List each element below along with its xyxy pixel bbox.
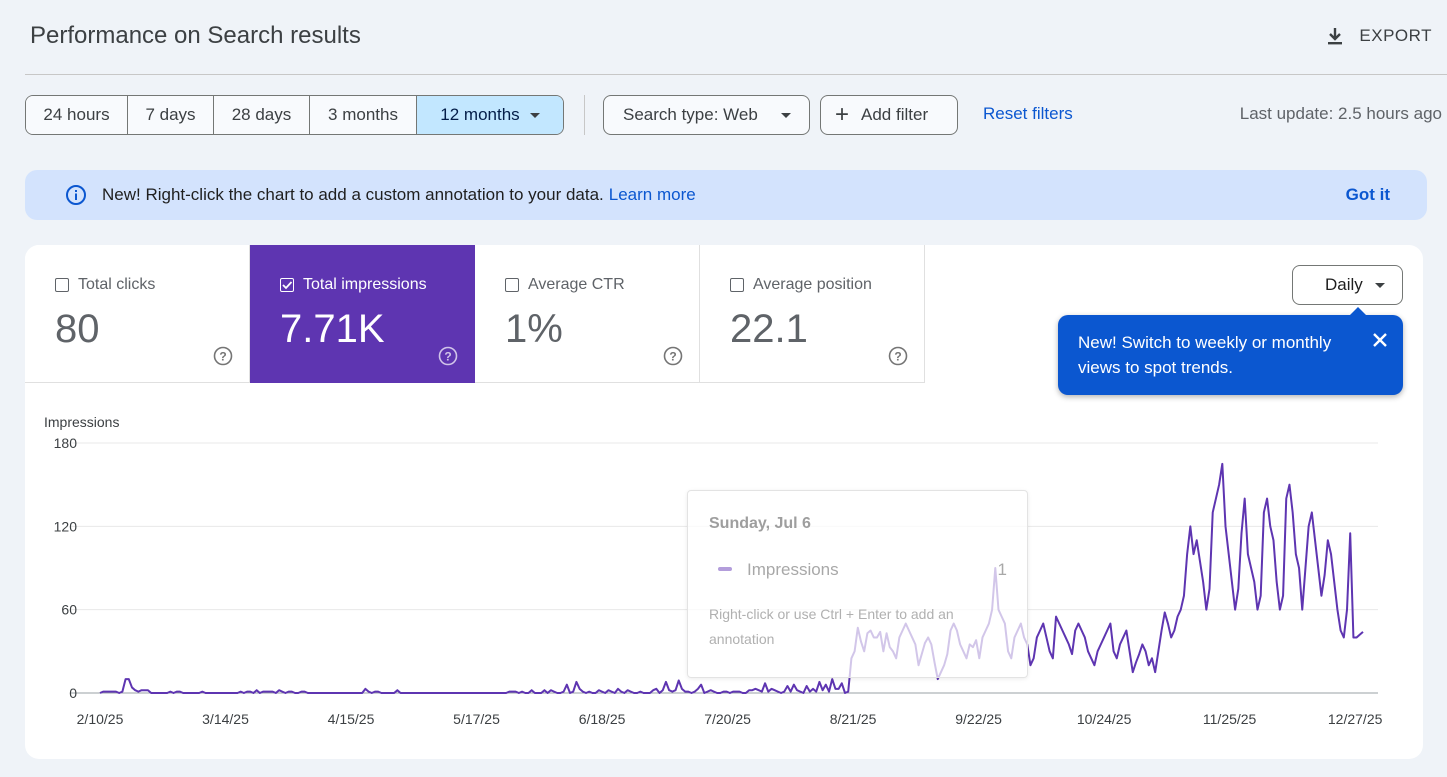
date-range-selector: 24 hours 7 days 28 days 3 months 12 mont… [25, 95, 564, 135]
search-type-label: Search type: Web [623, 105, 758, 124]
range-24-hours[interactable]: 24 hours [26, 96, 128, 134]
page-header: Performance on Search results EXPORT [30, 22, 1432, 52]
metric-total-clicks[interactable]: Total clicks 80 ? [25, 245, 250, 383]
metric-checkbox[interactable] [280, 278, 294, 292]
range-12-months[interactable]: 12 months [417, 96, 563, 134]
hover-hint: Right-click or use Ctrl + Enter to add a… [709, 606, 954, 647]
hover-metric: Impressions [747, 560, 839, 579]
plus-icon: + [835, 101, 850, 128]
download-icon [1328, 28, 1343, 45]
svg-text:?: ? [894, 350, 901, 364]
last-update-text: Last update: 2.5 hours ago [1239, 104, 1442, 123]
annotation-banner: New! Right-click the chart to add a cust… [25, 170, 1427, 220]
banner-message: New! Right-click the chart to add a cust… [102, 185, 604, 204]
metric-checkbox[interactable] [730, 278, 744, 292]
hover-date: Sunday, Jul 6 [709, 515, 811, 532]
granularity-dropdown[interactable]: Daily [1292, 265, 1403, 305]
chevron-down-icon [781, 112, 791, 118]
banner-text: New! Right-click the chart to add a cust… [102, 185, 696, 205]
metric-average-ctr[interactable]: Average CTR 1% ? [475, 245, 700, 383]
range-28-days[interactable]: 28 days [214, 96, 310, 134]
granularity-label: Daily [1325, 275, 1363, 294]
metric-average-position[interactable]: Average position 22.1 ? [700, 245, 925, 383]
chevron-down-icon [1375, 282, 1385, 288]
metric-label: Total impressions [303, 276, 427, 293]
help-icon[interactable]: ? [438, 346, 458, 366]
add-filter-button[interactable]: + Add filter [820, 95, 958, 135]
metric-value: 7.71K [280, 307, 385, 351]
metric-label: Average position [753, 276, 872, 293]
help-icon[interactable]: ? [213, 346, 233, 366]
series-swatch [718, 567, 732, 571]
chevron-down-icon [529, 112, 540, 118]
metric-checkbox[interactable] [55, 278, 69, 292]
svg-text:?: ? [669, 350, 676, 364]
range-7-days[interactable]: 7 days [128, 96, 214, 134]
learn-more-link[interactable]: Learn more [608, 185, 696, 204]
svg-text:?: ? [219, 350, 226, 364]
checkmark-icon [282, 281, 293, 290]
header-divider [25, 74, 1447, 75]
close-icon[interactable] [1369, 329, 1391, 351]
search-type-dropdown[interactable]: Search type: Web [603, 95, 810, 135]
help-icon[interactable]: ? [663, 346, 683, 366]
weekly-monthly-tooltip: New! Switch to weekly or monthly views t… [1058, 307, 1403, 395]
range-3-months[interactable]: 3 months [310, 96, 417, 134]
chart-hover-card: Sunday, Jul 6 Impressions 1 Right-click … [687, 490, 1028, 678]
reset-filters-link[interactable]: Reset filters [983, 104, 1073, 123]
filter-divider [584, 95, 585, 135]
got-it-button[interactable]: Got it [1345, 185, 1390, 204]
help-icon[interactable]: ? [888, 346, 908, 366]
metric-value: 80 [55, 307, 100, 351]
export-label: EXPORT [1359, 26, 1432, 45]
add-filter-label: Add filter [861, 105, 929, 124]
info-icon [66, 185, 86, 205]
metric-label: Average CTR [528, 276, 625, 293]
page-title: Performance on Search results [30, 22, 361, 49]
metric-total-impressions[interactable]: Total impressions 7.71K ? [250, 245, 475, 383]
metric-value: 22.1 [730, 307, 808, 351]
svg-text:?: ? [444, 350, 451, 364]
metric-label: Total clicks [78, 276, 156, 293]
metric-checkbox[interactable] [505, 278, 519, 292]
tooltip-text: New! Switch to weekly or monthly views t… [1078, 333, 1332, 377]
hover-value: 1 [997, 560, 1007, 579]
range-12-months-label: 12 months [440, 105, 520, 124]
export-button[interactable]: EXPORT [1325, 22, 1432, 50]
metric-value: 1% [505, 307, 563, 351]
